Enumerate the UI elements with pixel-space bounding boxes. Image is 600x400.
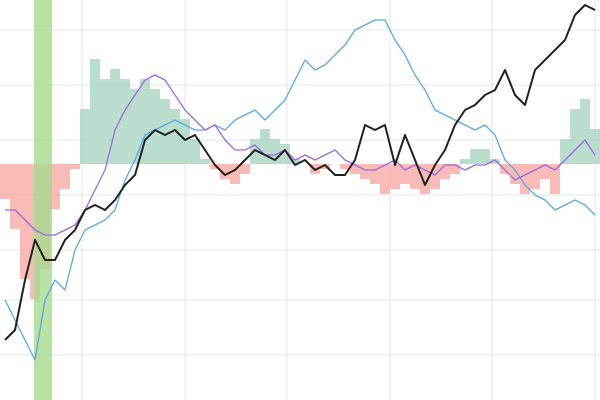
histogram-bar bbox=[200, 159, 210, 164]
histogram-bar bbox=[440, 164, 450, 179]
histogram-bar bbox=[210, 164, 220, 169]
histogram-bar bbox=[430, 164, 440, 189]
histogram-bar bbox=[100, 79, 110, 164]
histogram-bar bbox=[150, 89, 160, 164]
histogram-bar bbox=[520, 164, 530, 194]
histogram-bar bbox=[260, 129, 270, 164]
histogram-bar bbox=[110, 69, 120, 164]
histogram-bar bbox=[380, 164, 390, 194]
histogram-bar bbox=[320, 164, 330, 169]
histogram-bar bbox=[0, 164, 10, 199]
histogram-bar bbox=[170, 109, 180, 164]
histogram-bar bbox=[340, 164, 350, 169]
histogram-bar bbox=[80, 109, 90, 164]
histogram-bar bbox=[10, 164, 20, 229]
histogram-bar bbox=[350, 164, 360, 174]
histogram-bar bbox=[410, 164, 420, 189]
histogram-bar bbox=[280, 144, 290, 164]
line-series bbox=[5, 74, 596, 236]
histogram-bar bbox=[480, 149, 490, 164]
histogram-bar bbox=[370, 164, 380, 184]
histogram-bar bbox=[130, 89, 140, 164]
histogram-bar bbox=[490, 159, 500, 164]
histogram-bar bbox=[470, 149, 480, 164]
histogram-bar bbox=[580, 99, 590, 164]
histogram-bar bbox=[60, 164, 70, 189]
histogram-bar bbox=[180, 119, 190, 164]
line-series bbox=[4, 4, 596, 341]
histogram-bar bbox=[390, 164, 400, 189]
histogram-bar bbox=[290, 159, 300, 164]
histogram-bar bbox=[70, 164, 80, 169]
histogram-bar bbox=[190, 139, 200, 164]
histogram-bar bbox=[20, 164, 30, 279]
histogram-bar bbox=[230, 164, 240, 184]
histogram-bar bbox=[250, 139, 260, 164]
histogram-bar bbox=[500, 164, 510, 174]
histogram-bar bbox=[510, 164, 520, 184]
histogram-bar bbox=[530, 164, 540, 189]
histogram-bar bbox=[360, 164, 370, 179]
histogram-bar bbox=[560, 139, 570, 164]
histogram-bar bbox=[460, 159, 470, 164]
histogram-bar bbox=[240, 164, 250, 174]
histogram-bar bbox=[90, 59, 100, 164]
histogram-bar bbox=[550, 164, 560, 194]
histogram-bar bbox=[400, 164, 410, 184]
histogram-bar bbox=[420, 164, 430, 194]
histogram-bar bbox=[590, 129, 600, 164]
histogram-bar bbox=[570, 109, 580, 164]
histogram-bar bbox=[450, 164, 460, 174]
line-series bbox=[4, 19, 596, 361]
histogram-bar bbox=[120, 79, 130, 164]
histogram-bar bbox=[540, 164, 550, 179]
highlight-band bbox=[34, 0, 52, 400]
histogram-bar bbox=[50, 164, 60, 209]
histogram-bar bbox=[270, 139, 280, 164]
histogram-bar bbox=[140, 79, 150, 164]
histogram-bar bbox=[160, 99, 170, 164]
histogram-bar bbox=[220, 164, 230, 179]
